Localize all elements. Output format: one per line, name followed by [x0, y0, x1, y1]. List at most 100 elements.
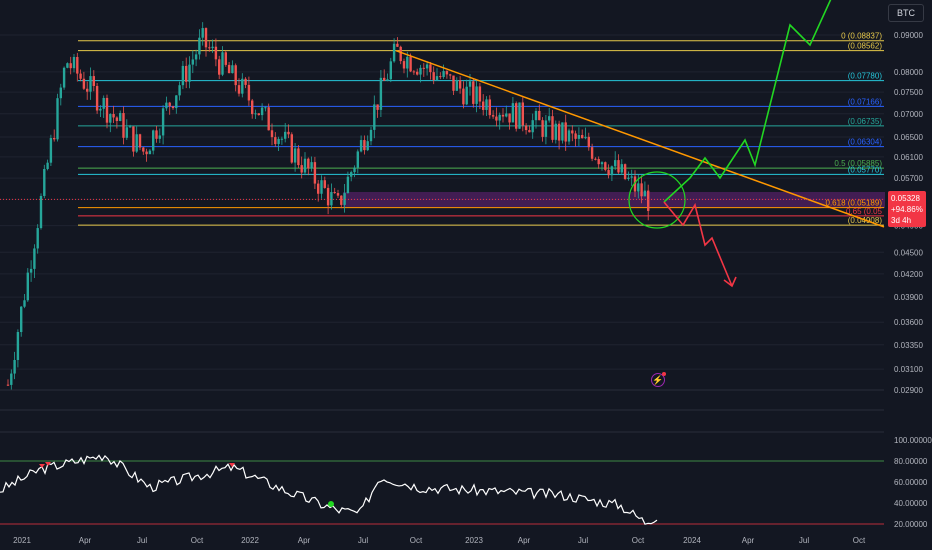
- price-tick-label: 0.09000: [894, 31, 923, 40]
- candle-body: [406, 56, 409, 69]
- symbol-badge[interactable]: BTC: [888, 4, 924, 22]
- candle-body: [76, 56, 79, 74]
- time-tick-label: Jul: [578, 536, 588, 545]
- candle-body: [574, 133, 577, 139]
- candle-body: [581, 135, 584, 139]
- time-tick-label: Jul: [358, 536, 368, 545]
- candle-body: [333, 192, 336, 194]
- candle-body: [594, 158, 597, 160]
- candle-body: [330, 192, 333, 206]
- candle-body: [524, 125, 528, 131]
- candle-body: [584, 136, 587, 139]
- candle-body: [59, 87, 62, 99]
- candle-body: [637, 183, 640, 192]
- candle-body: [260, 107, 264, 116]
- candle-body: [515, 103, 518, 129]
- candle-body: [386, 79, 389, 81]
- candle-body: [317, 183, 320, 194]
- candle-body: [6, 384, 10, 386]
- time-tick-label: Apr: [79, 536, 92, 545]
- candle-body: [376, 104, 379, 110]
- candle-body: [323, 180, 326, 188]
- candle-body: [541, 120, 544, 137]
- rsi-panel: [0, 454, 884, 525]
- time-axis[interactable]: 2021 Apr Jul Oct 2022 Apr Jul Oct 2023 Apr Jul Oct 2…: [13, 536, 866, 545]
- candle-body: [465, 86, 468, 105]
- candle-body: [600, 162, 604, 165]
- candle-body: [402, 61, 406, 69]
- candle-body: [554, 123, 557, 140]
- price-tick-label: 0.03350: [894, 341, 923, 350]
- candle-body: [69, 63, 72, 69]
- lightning-icon[interactable]: ⚡: [651, 373, 665, 387]
- candle-body: [614, 160, 617, 167]
- candle-body: [274, 137, 277, 145]
- candle-body: [491, 115, 495, 117]
- candle-body: [264, 107, 267, 109]
- candle-body: [432, 72, 435, 81]
- candle-body: [511, 103, 515, 123]
- candle-body: [175, 95, 178, 109]
- candle-body: [33, 248, 36, 269]
- candle-body: [211, 46, 214, 49]
- candle-body: [389, 61, 392, 80]
- price-tick-label: 0.07500: [894, 88, 923, 97]
- candle-body: [363, 140, 366, 151]
- candle-body: [290, 134, 293, 163]
- price-tick-label: 0.04200: [894, 270, 923, 279]
- price-tick-label: 0.04500: [894, 248, 923, 257]
- candle-body: [607, 169, 610, 176]
- rsi-tick-label: 40.00000: [894, 499, 928, 508]
- candle-body: [412, 71, 416, 73]
- price-tick-label: 0.02900: [894, 386, 923, 395]
- fib-label: (0.08562): [848, 42, 883, 51]
- candle-body: [277, 138, 280, 145]
- candle-body: [640, 183, 643, 197]
- time-tick-label: Oct: [410, 536, 423, 545]
- candlesticks: [6, 22, 650, 390]
- candle-body: [26, 272, 29, 301]
- price-tick-label: 0.03100: [894, 365, 923, 374]
- candle-body: [435, 76, 439, 81]
- drawings: [0, 0, 885, 288]
- candle-body: [346, 176, 350, 194]
- candle-body: [152, 130, 155, 151]
- time-tick-label: Apr: [298, 536, 311, 545]
- candle-body: [548, 116, 551, 121]
- bar-countdown: 3d 4h: [891, 216, 912, 225]
- candle-body: [234, 65, 237, 86]
- fib-label: (0.07780): [848, 72, 883, 81]
- rsi-line: [0, 454, 658, 525]
- candle-body: [571, 130, 574, 134]
- descending-trendline: [395, 50, 885, 228]
- candle-body: [643, 190, 647, 197]
- candle-body: [254, 113, 257, 115]
- fib-label: 0 (0.08837): [841, 32, 882, 41]
- candle-body: [188, 64, 191, 82]
- candle-body: [72, 56, 76, 69]
- candle-body: [66, 63, 69, 68]
- candle-body: [561, 122, 564, 141]
- candle-body: [538, 110, 541, 121]
- candle-body: [135, 134, 138, 152]
- candle-body: [280, 138, 284, 140]
- candle-body: [267, 107, 270, 131]
- candle-body: [16, 332, 20, 360]
- candle-body: [340, 195, 343, 205]
- candle-body: [181, 65, 185, 86]
- oversold-marker: [328, 501, 334, 507]
- candle-body: [544, 120, 548, 137]
- candle-body: [191, 59, 194, 65]
- candle-body: [468, 81, 472, 87]
- candle-body: [564, 122, 567, 142]
- overbought-marker: [39, 464, 45, 468]
- price-tick-label: 0.03600: [894, 318, 923, 327]
- candle-body: [13, 359, 16, 374]
- candle-body: [92, 76, 95, 87]
- rsi-axis[interactable]: 100.00000 80.00000 60.00000 40.00000 20.0000…: [894, 436, 932, 529]
- candle-body: [287, 131, 290, 135]
- price-tick-label: 0.05700: [894, 174, 923, 183]
- fib-label: (0.07166): [848, 97, 883, 106]
- candle-body: [597, 159, 600, 165]
